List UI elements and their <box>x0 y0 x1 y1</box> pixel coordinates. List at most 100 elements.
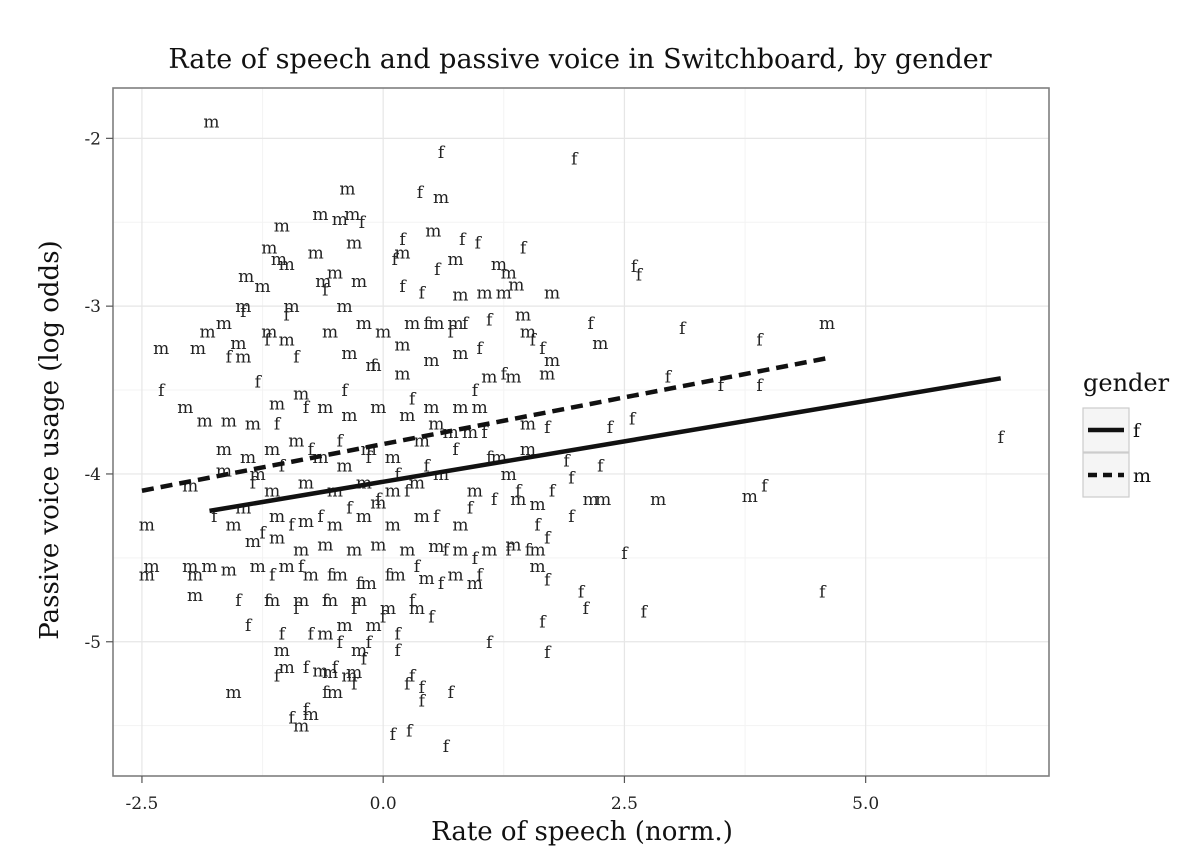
trend-line-m <box>141 355 828 493</box>
data-point-f: f <box>448 322 456 342</box>
data-point-f: f <box>308 440 316 460</box>
data-point-f: f <box>303 700 311 720</box>
data-point-f: f <box>409 591 417 611</box>
data-point-m: m <box>144 557 160 577</box>
data-point-f: f <box>211 507 219 527</box>
x-tick-label: -2.5 <box>126 794 159 814</box>
data-point-f: f <box>235 591 243 611</box>
data-point-m: m <box>428 314 444 334</box>
data-point-f: f <box>520 238 528 258</box>
data-point-f: f <box>255 373 263 393</box>
data-point-m: m <box>452 398 468 418</box>
data-point-m: m <box>293 591 309 611</box>
data-point-f: f <box>544 643 552 663</box>
data-point-m: m <box>240 448 256 468</box>
data-point-f: f <box>477 566 485 586</box>
data-point-m: m <box>153 339 169 359</box>
data-point-m: m <box>264 482 280 502</box>
data-point-m: m <box>255 277 271 297</box>
data-point-f: f <box>443 540 451 560</box>
data-point-f: f <box>448 683 456 703</box>
data-point-f: f <box>443 737 451 757</box>
data-point-f: f <box>395 465 403 485</box>
legend-label-f: f <box>1133 420 1142 442</box>
data-point-m: m <box>332 210 348 230</box>
data-point-f: f <box>515 482 523 502</box>
plot-panel <box>113 88 1049 776</box>
data-point-f: f <box>293 599 301 619</box>
data-point-f: f <box>756 376 764 396</box>
data-point-m: m <box>264 440 280 460</box>
data-point-m: m <box>583 490 599 510</box>
data-point-f: f <box>308 624 316 644</box>
x-tick-label: 0.0 <box>370 794 397 814</box>
data-point-m: m <box>819 314 835 334</box>
data-point-m: m <box>346 663 362 683</box>
data-point-f: f <box>568 507 576 527</box>
data-point-f: f <box>571 149 579 169</box>
data-point-f: f <box>361 650 369 670</box>
y-tick-label: -4 <box>84 465 101 485</box>
data-point-f: f <box>629 410 637 430</box>
data-point-f: f <box>322 280 330 300</box>
data-point-m: m <box>452 540 468 560</box>
data-point-m: m <box>187 566 203 586</box>
data-point-m: m <box>530 540 546 560</box>
data-point-m: m <box>394 243 410 263</box>
data-point-m: m <box>221 411 237 431</box>
data-point-f: f <box>544 529 552 549</box>
data-point-f: f <box>327 566 335 586</box>
data-point-m: m <box>544 284 560 304</box>
data-point-f: f <box>158 381 166 401</box>
data-point-f: f <box>544 418 552 438</box>
data-point-m: m <box>472 398 488 418</box>
data-point-m: m <box>520 415 536 435</box>
data-point-f: f <box>718 376 726 396</box>
data-point-m: m <box>447 314 463 334</box>
y-tick-label: -5 <box>84 633 101 653</box>
data-point-f: f <box>419 678 427 698</box>
data-point-m: m <box>271 250 287 270</box>
data-point-m: m <box>139 515 155 535</box>
data-point-m: m <box>419 569 435 589</box>
data-point-f: f <box>404 482 412 502</box>
data-point-f: f <box>346 499 354 519</box>
data-point-m: m <box>200 322 216 342</box>
data-point-m: m <box>505 368 521 388</box>
data-point-f: f <box>583 599 591 619</box>
data-point-f: f <box>259 524 267 544</box>
data-point-f: f <box>288 708 296 728</box>
data-point-m: m <box>508 275 524 295</box>
data-point-m: m <box>425 222 441 242</box>
data-point-m: m <box>312 205 328 225</box>
data-point-m: m <box>385 482 401 502</box>
data-point-f: f <box>317 507 325 527</box>
data-point-f: f <box>539 613 547 633</box>
data-point-f: f <box>819 582 827 602</box>
data-point-m: m <box>327 683 343 703</box>
data-point-m: m <box>139 566 155 586</box>
data-point-m: m <box>250 557 266 577</box>
data-point-m: m <box>339 180 355 200</box>
data-point-m: m <box>264 591 280 611</box>
data-point-m: m <box>510 490 526 510</box>
data-point-m: m <box>501 465 517 485</box>
data-point-f: f <box>274 666 282 686</box>
data-point-m: m <box>447 566 463 586</box>
data-point-m: m <box>481 368 497 388</box>
data-point-f: f <box>395 624 403 644</box>
data-point-f: f <box>679 319 687 339</box>
data-point-f: f <box>472 549 480 569</box>
data-point-f: f <box>375 490 383 510</box>
legend-label-m: m <box>1133 465 1151 487</box>
data-point-m: m <box>245 415 261 435</box>
data-point-m: m <box>361 440 377 460</box>
data-point-m: m <box>452 285 468 305</box>
data-point-f: f <box>351 675 359 695</box>
data-point-f: f <box>428 608 436 628</box>
data-point-m: m <box>375 322 391 342</box>
data-point-m: m <box>595 490 611 510</box>
data-point-f: f <box>588 314 596 334</box>
data-point-f: f <box>406 722 414 742</box>
data-point-m: m <box>530 495 546 515</box>
